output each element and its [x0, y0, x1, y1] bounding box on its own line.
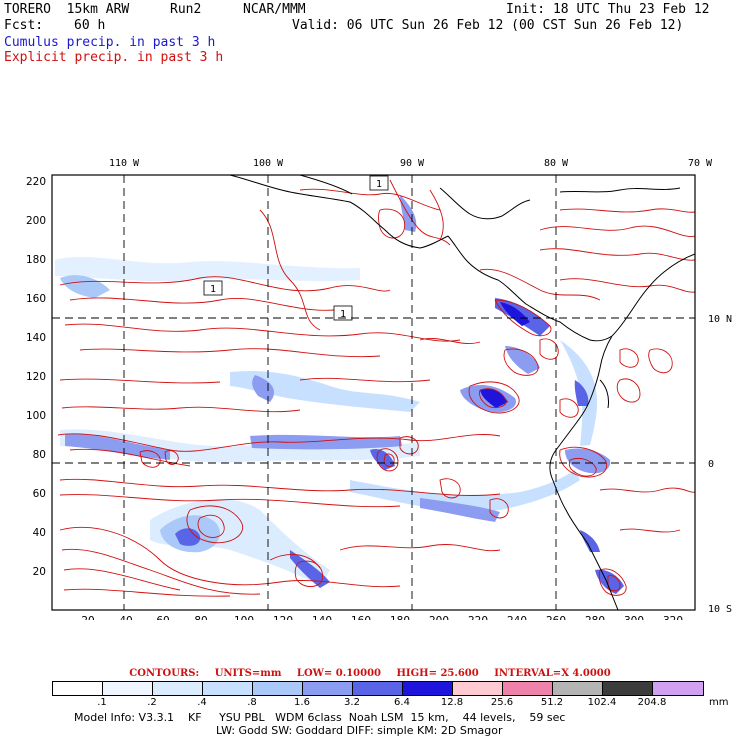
- latitude-labels: 10 N 0 10 S: [708, 314, 732, 615]
- contours-units: UNITS=mm: [214, 668, 282, 679]
- contours-info: CONTOURS: UNITS=mm LOW= 0.10000 HIGH= 25…: [0, 668, 740, 679]
- lon-label: 110 W: [109, 158, 140, 169]
- plot-frame: [51, 174, 696, 611]
- y-tick-label: 220: [26, 176, 46, 188]
- contour-label: 1: [376, 179, 382, 190]
- color-legend: [52, 681, 704, 696]
- legend-color-box: [203, 682, 253, 695]
- y-tick-label: 40: [33, 527, 46, 539]
- contours-interval: INTERVAL=X 4.0000: [494, 668, 611, 679]
- y-tick-label: 160: [26, 293, 46, 305]
- x-tick-label: 100: [234, 615, 254, 620]
- y-tick-label: 20: [33, 566, 46, 578]
- legend-label: 51.2: [540, 697, 564, 708]
- run-label: Run2: [170, 2, 202, 17]
- contours-low: LOW= 0.10000: [296, 668, 381, 679]
- legend-color-box: [53, 682, 103, 695]
- x-tick-label: 220: [468, 615, 488, 620]
- contour-label: 1: [210, 284, 216, 295]
- lat-label: 10 N: [708, 314, 732, 325]
- lat-label: 10 S: [708, 604, 732, 615]
- legend-color-box: [653, 682, 703, 695]
- coastlines: [229, 175, 695, 610]
- x-tick-label: 160: [351, 615, 371, 620]
- lon-label: 90 W: [400, 158, 425, 169]
- y-tick-label: 140: [26, 332, 46, 344]
- legend-color-box: [403, 682, 453, 695]
- y-tick-label: 100: [26, 410, 46, 422]
- contour-label: 1: [340, 309, 346, 320]
- legend-unit: mm: [709, 697, 729, 708]
- contour-labels: 1 1 1: [203, 175, 389, 321]
- legend-color-box: [103, 682, 153, 695]
- x-tick-label: 60: [156, 615, 169, 620]
- legend-color-box: [253, 682, 303, 695]
- contours-high: HIGH= 25.600: [396, 668, 479, 679]
- explicit-legend-text: Explicit precip. in past 3 h: [4, 50, 224, 65]
- lat-label: 0: [708, 459, 714, 470]
- y-tick-label: 60: [33, 488, 46, 500]
- valid-time: Valid: 06 UTC Sun 26 Feb 12 (00 CST Sun …: [292, 18, 684, 33]
- longitude-labels: 110 W 100 W 90 W 80 W 70 W: [109, 158, 713, 169]
- legend-color-box: [553, 682, 603, 695]
- legend-label: 25.6: [490, 697, 514, 708]
- x-tick-label: 40: [119, 615, 132, 620]
- model-info: Model Info: V3.3.1 KF YSU PBL WDM 6class…: [74, 711, 566, 724]
- lon-label: 70 W: [688, 158, 713, 169]
- legend-label: 12.8: [440, 697, 464, 708]
- lon-label: 100 W: [253, 158, 284, 169]
- legend-label: .4: [197, 697, 207, 708]
- y-tick-label: 120: [26, 371, 46, 383]
- x-tick-label: 180: [390, 615, 410, 620]
- x-tick-label: 200: [429, 615, 449, 620]
- x-tick-label: 280: [585, 615, 605, 620]
- legend-color-box: [503, 682, 553, 695]
- lon-label: 80 W: [544, 158, 569, 169]
- fcst-label: Fcst:: [4, 18, 44, 33]
- x-tick-label: 320: [663, 615, 683, 620]
- org-label: NCAR/MMM: [243, 2, 306, 17]
- fcst-value: 60 h: [74, 18, 106, 33]
- legend-label: .8: [247, 697, 257, 708]
- legend-label: 1.6: [294, 697, 310, 708]
- x-tick-label: 240: [507, 615, 527, 620]
- legend-color-box: [453, 682, 503, 695]
- y-tick-label: 80: [33, 449, 46, 461]
- legend-label: .2: [147, 697, 157, 708]
- legend-label: .1: [97, 697, 107, 708]
- x-tick-label: 80: [194, 615, 207, 620]
- legend-label: 3.2: [344, 697, 360, 708]
- legend-color-box: [153, 682, 203, 695]
- x-tick-label: 120: [273, 615, 293, 620]
- x-tick-label: 260: [546, 615, 566, 620]
- legend-label: 204.8: [637, 697, 667, 708]
- legend-label: 6.4: [394, 697, 410, 708]
- init-time: Init: 18 UTC Thu 23 Feb 12: [506, 2, 710, 17]
- physics-info: LW: Godd SW: Goddard DIFF: simple KM: 2D…: [216, 724, 503, 737]
- y-tick-label: 180: [26, 254, 46, 266]
- x-tick-label: 140: [312, 615, 332, 620]
- model-name: TORERO 15km ARW: [4, 2, 130, 17]
- graticule: [52, 175, 695, 610]
- contours-label: CONTOURS:: [129, 668, 200, 679]
- legend-color-box: [303, 682, 353, 695]
- precip-map: 1 1 1 110 W 1 0: [26, 158, 732, 620]
- bottom-axis: 20 40 60 80 100 120 140 160 180 200 220 …: [81, 615, 683, 620]
- y-tick-label: 200: [26, 215, 46, 227]
- legend-color-box: [353, 682, 403, 695]
- legend-color-box: [603, 682, 653, 695]
- cumulus-legend-text: Cumulus precip. in past 3 h: [4, 35, 216, 50]
- left-axis: 220 200 180 160 140 120 100 80 60 40 20: [26, 176, 46, 578]
- x-tick-label: 300: [624, 615, 644, 620]
- x-tick-label: 20: [81, 615, 94, 620]
- legend-label: 102.4: [587, 697, 617, 708]
